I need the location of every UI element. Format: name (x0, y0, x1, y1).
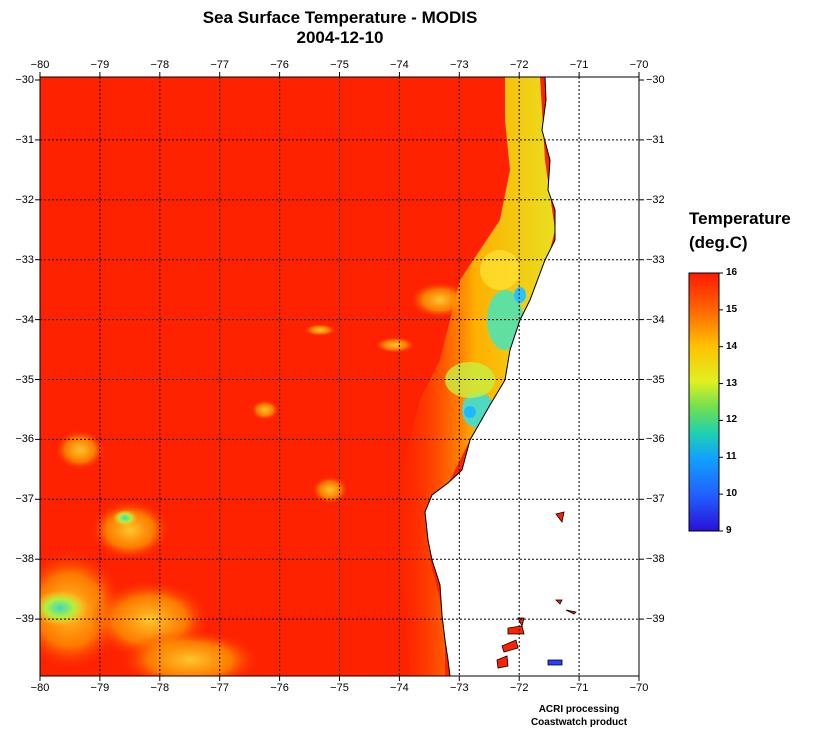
x-tick-label-bottom: −70 (629, 682, 649, 694)
y-tick-label-left: −32 (15, 193, 34, 206)
x-tick-label-bottom: −72 (509, 682, 529, 694)
x-tick-label-bottom: −76 (270, 682, 289, 694)
colorbar-label: 16 (726, 267, 738, 278)
x-tick-label-top: −74 (390, 59, 409, 71)
x-tick-label-top: −71 (569, 59, 589, 71)
x-tick-label-top: −80 (30, 59, 50, 71)
x-tick-label-top: −78 (150, 59, 170, 71)
credit-line-2: Coastwatch product (530, 717, 628, 728)
y-tick-label-right: −32 (646, 193, 665, 206)
y-tick-label-right: −36 (646, 433, 665, 446)
tick-marks (35, 72, 644, 681)
x-tick-label-top: −76 (270, 59, 289, 71)
colorbar-title-line-1: Temperature (689, 209, 791, 228)
colorbar-ticks (719, 272, 723, 532)
colorbar-label: 10 (726, 488, 738, 500)
y-tick-label-left: −35 (15, 373, 34, 386)
colorbar-label: 15 (726, 303, 738, 315)
y-tick-label-left: −37 (15, 493, 34, 506)
x-tick-label-top: −70 (629, 59, 649, 71)
y-tick-label-right: −38 (646, 553, 665, 566)
y-tick-label-left: −30 (15, 74, 34, 86)
x-tick-label-top: −79 (90, 59, 110, 71)
colorbar-title-line-2: (deg.C) (689, 233, 748, 252)
map-title: Sea Surface Temperature - MODIS 2004-12-… (40, 8, 640, 48)
y-tick-label-left: −39 (15, 613, 34, 626)
x-tick-label-bottom: −74 (390, 682, 409, 694)
x-tick-label-top: −75 (330, 59, 349, 71)
y-tick-label-right: −33 (646, 253, 665, 266)
x-tick-label-bottom: −77 (210, 682, 230, 694)
colorbar (688, 272, 720, 532)
y-tick-label-left: −36 (15, 433, 34, 446)
y-tick-label-left: −34 (15, 313, 34, 326)
x-tick-label-bottom: −75 (330, 682, 349, 694)
colorbar-label: 9 (726, 525, 732, 536)
y-tick-label-left: −38 (15, 553, 34, 566)
y-tick-label-right: −34 (646, 313, 665, 326)
credit-text: ACRI processing Coastwatch product (520, 703, 638, 729)
x-tick-label-bottom: −71 (569, 682, 589, 694)
colorbar-title: Temperature (deg.C) (689, 207, 791, 255)
y-tick-label-right: −31 (646, 133, 665, 146)
title-line-2: 2004-12-10 (296, 28, 384, 47)
colorbar-label: 13 (726, 377, 738, 389)
colorbar-label: 11 (726, 451, 737, 463)
y-tick-label-right: −37 (646, 493, 665, 506)
y-tick-label-left: −31 (15, 133, 34, 146)
y-tick-label-right: −39 (646, 613, 665, 626)
x-tick-label-bottom: −73 (449, 682, 469, 694)
x-tick-label-bottom: −79 (90, 682, 110, 694)
y-tick-label-left: −33 (15, 253, 34, 266)
y-tick-label-right: −35 (646, 373, 665, 386)
y-tick-label-right: −30 (646, 74, 665, 86)
x-tick-label-top: −77 (210, 59, 230, 71)
x-tick-label-bottom: −78 (150, 682, 170, 694)
x-tick-label-top: −73 (449, 59, 469, 71)
colorbar-label: 14 (726, 340, 738, 352)
colorbar-label: 12 (726, 414, 738, 426)
sst-field (40, 77, 639, 676)
x-tick-label-top: −72 (509, 59, 529, 71)
land-area (424, 77, 639, 676)
x-tick-label-bottom: −80 (30, 682, 50, 694)
credit-line-1: ACRI processing (538, 704, 620, 715)
title-line-1: Sea Surface Temperature - MODIS (202, 8, 478, 27)
